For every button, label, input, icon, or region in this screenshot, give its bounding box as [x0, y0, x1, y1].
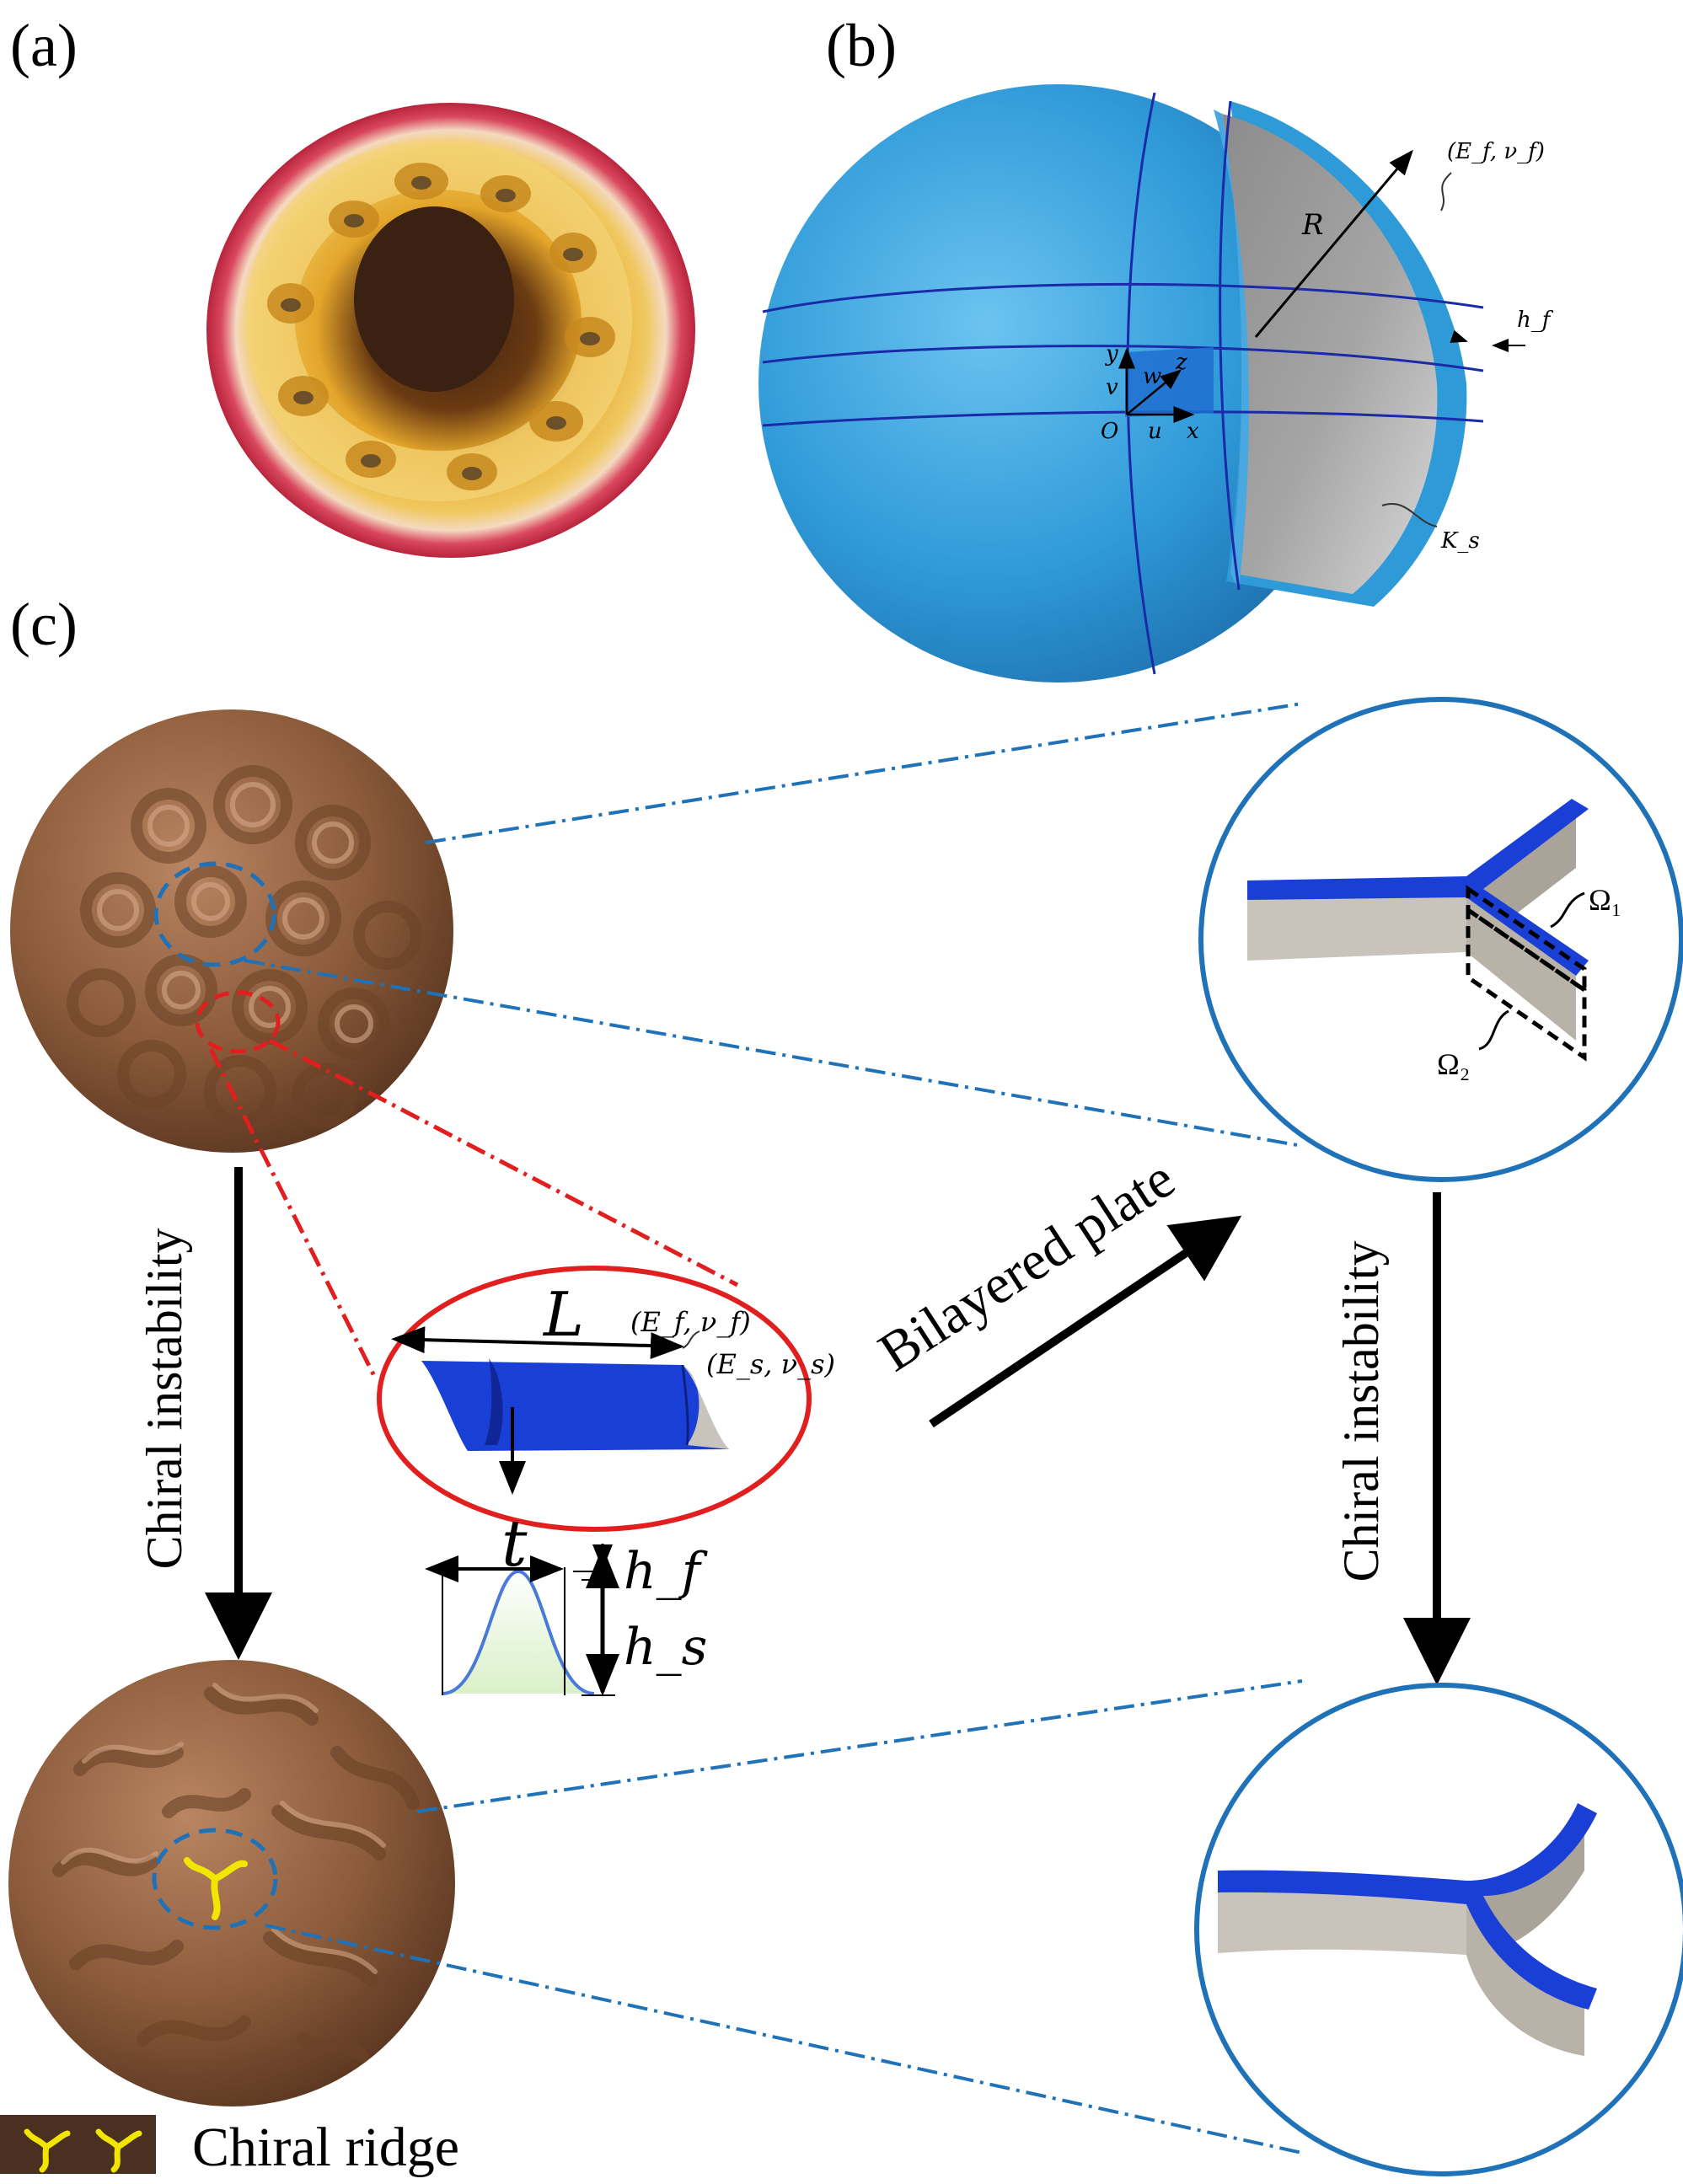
foundation-label: K_s	[1440, 528, 1480, 554]
region1-label: Ω₁	[1589, 883, 1621, 917]
ridge-cross-section	[425, 1544, 619, 1696]
zoom-connector-top-lower	[244, 959, 1303, 1148]
zoom-region-ridge	[195, 990, 281, 1054]
panel-label-c: (c)	[10, 591, 78, 658]
ridge-width-label: t	[501, 1506, 528, 1581]
panel-label-b: (b)	[826, 12, 897, 79]
zoom-connector-top-upper	[425, 702, 1303, 844]
ridge-length-label: L	[542, 1279, 584, 1350]
axis-z-label: z	[1175, 350, 1187, 375]
axis-v-label: v	[1106, 375, 1118, 400]
ridge-film-thickness-label: h_f	[624, 1542, 709, 1601]
y-junction-plate	[1247, 799, 1589, 1062]
axis-x-label: x	[1187, 419, 1199, 444]
chiral-ridge-marker	[184, 1857, 248, 1920]
diagonal-arrow-label: Bilayered plate	[868, 1148, 1185, 1384]
ridge-substrate-props-label: (E_s, ν_s)	[706, 1348, 835, 1380]
zoom-region-chiral-junction	[152, 1828, 278, 1930]
radius-label: R	[1301, 208, 1324, 242]
ridge-substrate-thickness-label: h_s	[624, 1618, 707, 1677]
zoom-connector-bottom-upper	[416, 1679, 1303, 1813]
core-shell-sphere	[758, 84, 1525, 682]
wrinkled-sphere-chiral	[8, 1660, 455, 2106]
axis-w-label: w	[1143, 364, 1161, 389]
axis-y-label: y	[1105, 341, 1118, 367]
region2-label: Ω₂	[1437, 1047, 1470, 1081]
panel-label-a: (a)	[10, 12, 78, 79]
single-ridge-model	[391, 1326, 729, 1495]
zoom-connector-bottom-lower	[265, 1924, 1303, 2155]
ridge-connector-left	[208, 1047, 378, 1379]
ridge-connector-right	[268, 1038, 739, 1287]
film-props-label-b: (E_f, ν_f)	[1447, 139, 1545, 164]
left-arrow-label: Chiral instability	[137, 1228, 192, 1570]
right-arrow-label: Chiral instability	[1333, 1241, 1389, 1582]
legend-label: Chiral ridge	[192, 2117, 459, 2178]
zoom-region-junction	[153, 861, 276, 967]
chiral-y-junction-plate	[1218, 1803, 1597, 2056]
diagonal-arrow	[929, 1215, 1242, 1428]
origin-label: O	[1101, 419, 1118, 444]
legend-swatch	[0, 2115, 156, 2174]
wrinkled-sphere-initial	[10, 709, 453, 1153]
film-thickness-label: h_f	[1517, 308, 1554, 333]
ridge-film-props-label: (E_f, ν_f)	[630, 1306, 751, 1338]
passion-fruit-photo	[206, 103, 695, 558]
axis-u-label: u	[1148, 419, 1162, 444]
